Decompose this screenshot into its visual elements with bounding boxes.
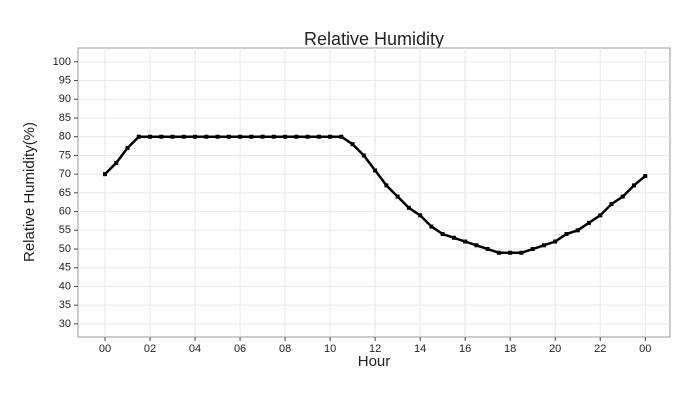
- point: [395, 194, 400, 199]
- point: [406, 205, 411, 210]
- chart-title: Relative Humidity: [304, 29, 444, 49]
- x-tick-label: 18: [504, 343, 516, 355]
- point: [553, 239, 558, 244]
- x-tick-label: 06: [234, 343, 246, 355]
- point: [474, 243, 479, 248]
- point: [508, 250, 513, 255]
- point: [440, 232, 445, 237]
- point: [598, 213, 603, 218]
- point: [238, 134, 243, 139]
- point: [305, 134, 310, 139]
- x-tick-label: 20: [549, 343, 561, 355]
- point: [204, 134, 209, 139]
- x-tick-label: 00: [639, 343, 651, 355]
- x-tick-label: 04: [189, 343, 201, 355]
- point: [294, 134, 299, 139]
- y-tick-label: 75: [59, 149, 71, 161]
- y-tick-label: 100: [53, 56, 71, 68]
- y-tick-label: 80: [59, 131, 71, 143]
- point: [125, 145, 130, 150]
- x-tick-label: 10: [324, 343, 336, 355]
- point: [418, 213, 423, 218]
- y-tick-label: 40: [59, 280, 71, 292]
- y-tick-label: 90: [59, 93, 71, 105]
- point: [136, 134, 141, 139]
- point: [361, 153, 366, 158]
- point: [193, 134, 198, 139]
- point: [226, 134, 231, 139]
- y-tick-label: 95: [59, 74, 71, 86]
- y-tick-label: 50: [59, 243, 71, 255]
- point: [609, 202, 614, 207]
- y-tick-label: 85: [59, 112, 71, 124]
- point: [316, 134, 321, 139]
- point: [530, 247, 535, 252]
- y-tick-label: 65: [59, 187, 71, 199]
- x-tick-label: 16: [459, 343, 471, 355]
- point: [249, 134, 254, 139]
- y-tick-label: 55: [59, 224, 71, 236]
- point: [631, 183, 636, 188]
- x-tick-label: 22: [594, 343, 606, 355]
- point: [159, 134, 164, 139]
- point: [620, 194, 625, 199]
- y-tick-label: 60: [59, 205, 71, 217]
- x-tick-label: 14: [414, 343, 426, 355]
- point: [271, 134, 276, 139]
- y-tick-label: 30: [59, 318, 71, 330]
- x-tick-label: 00: [99, 343, 111, 355]
- y-tick-label: 70: [59, 168, 71, 180]
- point: [339, 134, 344, 139]
- point: [575, 228, 580, 233]
- y-tick-label: 45: [59, 262, 71, 274]
- point: [429, 224, 434, 229]
- point: [451, 235, 456, 240]
- y-axis-title: Relative Humidity(%): [21, 122, 38, 262]
- point: [519, 250, 524, 255]
- point: [586, 220, 591, 225]
- point: [485, 247, 490, 252]
- point: [643, 174, 648, 179]
- point: [215, 134, 220, 139]
- point: [181, 134, 186, 139]
- x-axis-title: Hour: [358, 353, 391, 370]
- point: [564, 232, 569, 237]
- point: [283, 134, 288, 139]
- point: [114, 160, 119, 165]
- point: [260, 134, 265, 139]
- x-tick-label: 12: [369, 343, 381, 355]
- y-tick-label: 35: [59, 299, 71, 311]
- point: [170, 134, 175, 139]
- point: [496, 250, 501, 255]
- point: [373, 168, 378, 173]
- point: [148, 134, 153, 139]
- x-tick-label: 02: [144, 343, 156, 355]
- point: [103, 172, 108, 177]
- x-tick-label: 08: [279, 343, 291, 355]
- point: [350, 142, 355, 147]
- point: [328, 134, 333, 139]
- point: [384, 183, 389, 188]
- point: [541, 243, 546, 248]
- point: [463, 239, 468, 244]
